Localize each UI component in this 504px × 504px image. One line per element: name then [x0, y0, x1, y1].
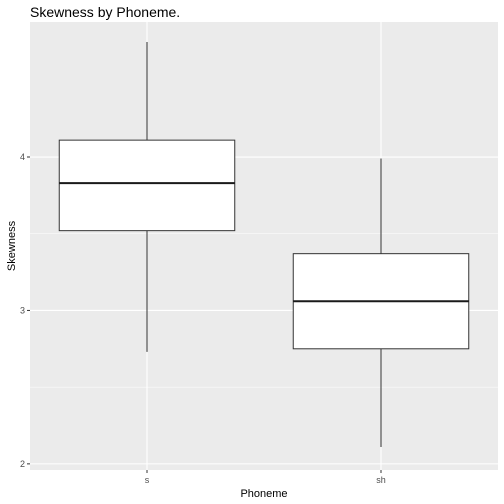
plot-panel	[30, 22, 498, 470]
box-s	[58, 41, 236, 352]
y-tick-label: 3	[20, 305, 25, 315]
x-tick-label: s	[145, 475, 150, 485]
y-tick-label: 2	[20, 459, 25, 469]
iqr-box	[58, 139, 236, 232]
x-tick-label: sh	[376, 475, 386, 485]
chart-title: Skewness by Phoneme.	[30, 4, 181, 20]
x-axis-title: Phoneme	[240, 488, 287, 500]
axis-ticks: 2 3 4 s sh	[20, 152, 386, 485]
box-sh	[292, 158, 470, 447]
y-axis-title: Skewness	[6, 220, 18, 271]
box-series	[58, 41, 470, 447]
y-tick-label: 4	[20, 152, 25, 162]
